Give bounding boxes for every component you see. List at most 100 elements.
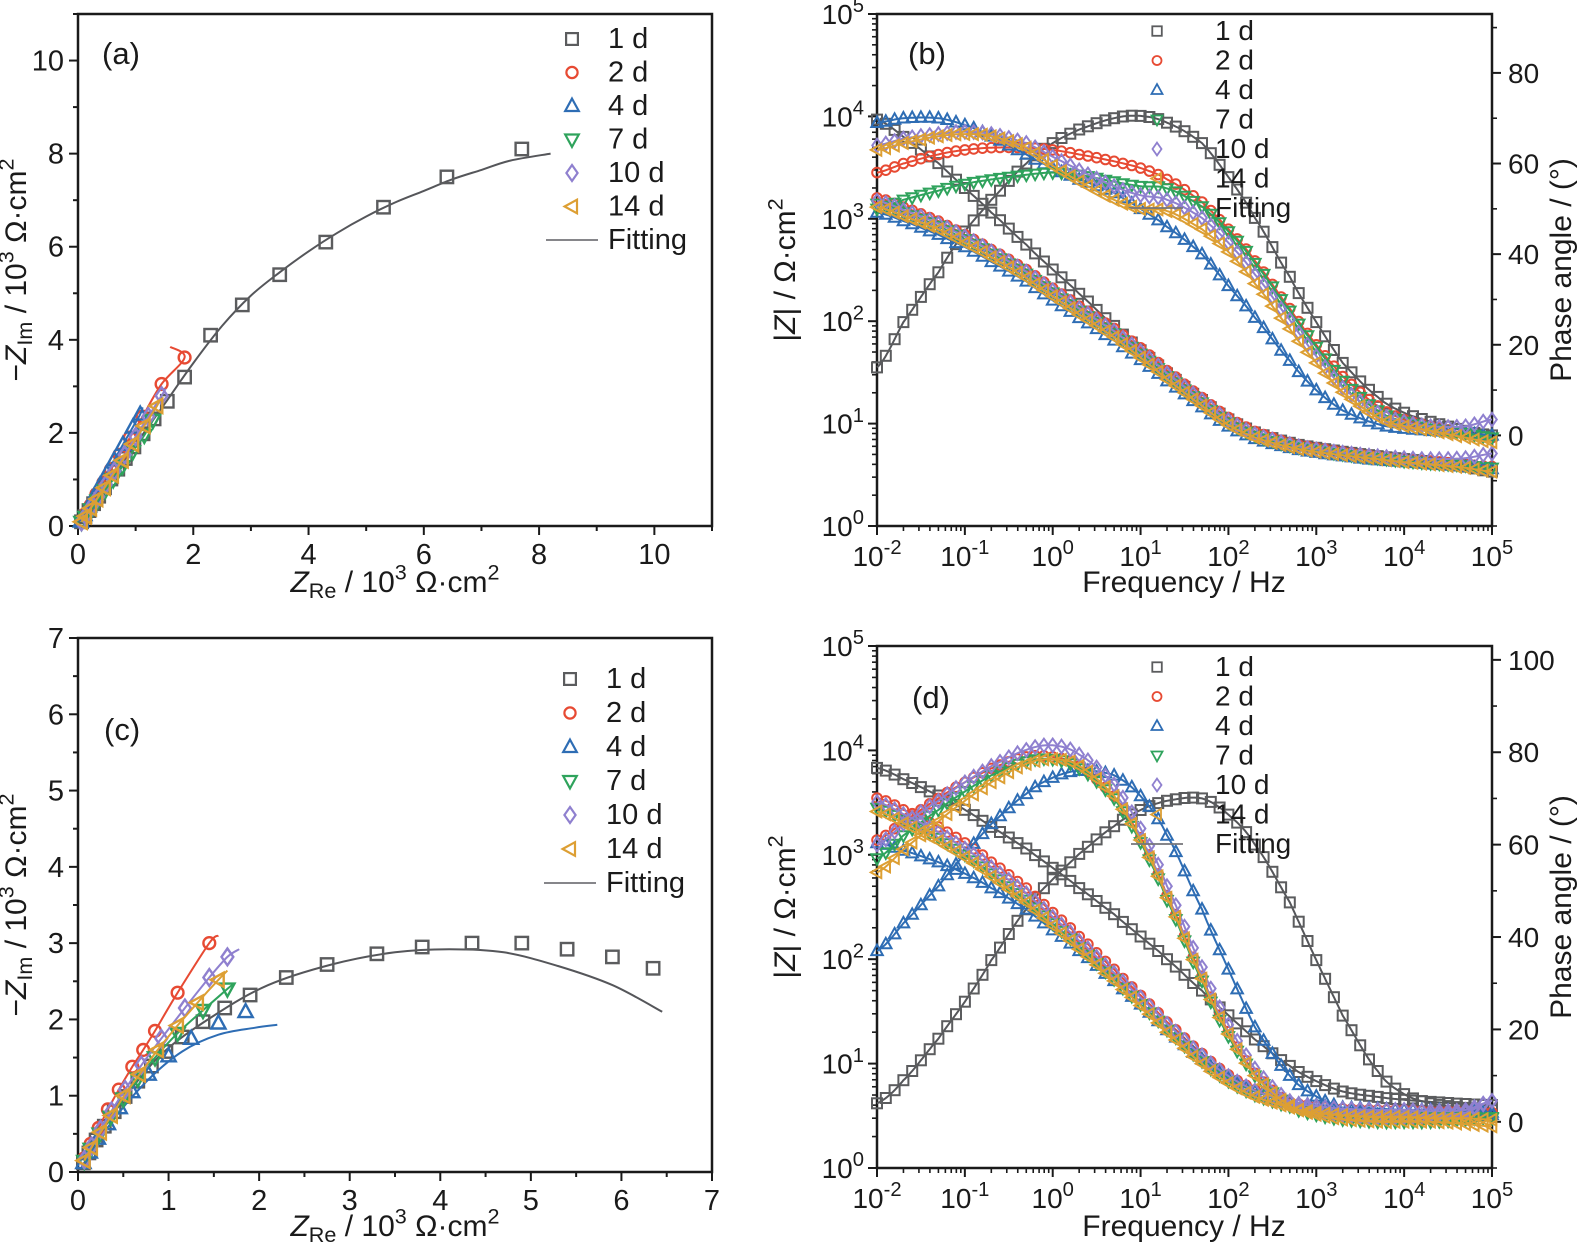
x-tick-label: 8 [531, 539, 547, 571]
legend-label: 10 d [608, 157, 664, 189]
y-tick-label: 6 [48, 232, 64, 264]
y-axis-title: −ZIm / 103 Ω·cm2 [0, 793, 37, 1016]
legend-label: 14 d [1215, 163, 1270, 194]
legend-label: 2 d [1215, 681, 1254, 712]
x-tick-label: 102 [1207, 537, 1249, 572]
y-tick-label: 3 [48, 928, 64, 960]
legend-label: 10 d [1215, 133, 1270, 164]
phase-tick-label: 20 [1508, 1014, 1539, 1045]
y-tick-label: 103 [822, 836, 864, 871]
y-tick-label: 2 [48, 418, 64, 450]
y-axis-title: |Z| / Ω·cm2 [765, 835, 802, 978]
x-tick-label: 4 [432, 1185, 448, 1217]
x-tick-label: 0 [70, 539, 86, 571]
y-tick-label: 7 [48, 623, 64, 655]
y-tick-label: 6 [48, 699, 64, 731]
y-tick-label: 0 [48, 511, 64, 543]
phase-axis-title: Phase angle / (°) [1545, 158, 1578, 382]
x-tick-label: 6 [416, 539, 432, 571]
phase-tick-label: 40 [1508, 922, 1539, 953]
y-tick-label: 101 [822, 405, 864, 440]
panel-tag: (c) [104, 712, 140, 747]
legend-label: 2 d [1215, 45, 1254, 76]
legend-label: 2 d [608, 57, 648, 89]
legend-label: 7 d [606, 765, 646, 797]
legend-label: 10 d [606, 799, 662, 831]
y-tick-label: 5 [48, 776, 64, 808]
x-tick-label: 4 [300, 539, 316, 571]
y-tick-label: 2 [48, 1004, 64, 1036]
legend-label: 10 d [1215, 769, 1270, 800]
y-tick-label: 103 [822, 200, 864, 235]
axes: 0 2 4 6 8 10 0 2 4 6 8 10 ZRe / 103 Ω·cm2 −ZIm / 103 … [0, 13, 713, 600]
x-tick-label: 0 [70, 1185, 86, 1217]
x-tick-label: 6 [613, 1185, 629, 1217]
legend-label: 4 d [1215, 74, 1254, 105]
legend-label: 7 d [1215, 104, 1254, 135]
y-tick-label: 4 [48, 325, 64, 357]
x-axis-title: Frequency / Hz [1082, 1210, 1285, 1243]
legend-label: 14 d [606, 833, 662, 865]
legend-label: 7 d [1215, 740, 1254, 771]
z-fit-line [876, 841, 1492, 1114]
axes: 10-2 10-1 100 101 102 103 104 105 100 101 102 103 10… [765, 0, 1578, 599]
legend-label: 2 d [606, 697, 646, 729]
phase-tick-label: 20 [1508, 330, 1539, 361]
y-tick-label: 1 [48, 1081, 64, 1113]
legend-label: Fitting [1215, 828, 1291, 859]
phase-tick-label: 100 [1508, 645, 1555, 676]
y-tick-label: 100 [822, 1149, 864, 1184]
panel-d-chart: 10-2 10-1 100 101 102 103 104 105 100 101 102 103 10… [765, 627, 1578, 1243]
y-tick-label: 102 [822, 940, 864, 975]
x-tick-label: 103 [1295, 537, 1337, 572]
legend-label: 1 d [608, 23, 648, 55]
series-10d-markers [871, 736, 1499, 1126]
x-tick-label: 105 [1471, 537, 1513, 572]
y-tick-label: 105 [822, 0, 864, 30]
x-tick-label: 10-2 [852, 1179, 901, 1214]
axes: 0 1 2 3 4 5 6 7 0 1 2 3 4 5 6 7 ZRe / 103 Ω·cm2 −ZIm / 10… [0, 623, 720, 1246]
legend-label: 4 d [606, 731, 646, 763]
fit-line [80, 152, 551, 524]
y-tick-label: 10 [32, 46, 64, 78]
series-1d-group [74, 141, 551, 530]
fit-line [80, 1023, 278, 1169]
x-tick-label: 10 [638, 539, 670, 571]
series-14d-markers [868, 751, 1498, 1134]
x-tick-label: 5 [523, 1185, 539, 1217]
plot-border [76, 12, 714, 528]
panel-tag: (a) [102, 36, 140, 71]
x-tick-label: 101 [1119, 1179, 1161, 1214]
legend-label: Fitting [608, 224, 687, 256]
series-7d-group [75, 982, 237, 1172]
series-14d-group [73, 969, 229, 1170]
y-tick-label: 4 [48, 852, 64, 884]
series-10d-markers [871, 123, 1499, 468]
series-14d-group [71, 396, 164, 531]
legend-label: 14 d [608, 191, 664, 223]
series-14d-markers [868, 126, 1498, 480]
phase-tick-label: 60 [1508, 149, 1539, 180]
legend-label: Fitting [1215, 192, 1291, 223]
legend-label: 4 d [1215, 710, 1254, 741]
x-axis-title: Frequency / Hz [1082, 566, 1285, 599]
panel-b-chart: 10-2 10-1 100 101 102 103 104 105 100 101 102 103 10… [765, 0, 1578, 599]
phase-fit-line [876, 769, 1493, 1119]
x-axis-title: ZRe / 103 Ω·cm2 [289, 559, 499, 600]
axes: 10-2 10-1 100 101 102 103 104 105 100 101 102 103 10… [765, 627, 1578, 1243]
x-axis-title: ZRe / 103 Ω·cm2 [289, 1203, 499, 1246]
plot-border [875, 644, 1494, 1170]
legend-label: 1 d [606, 663, 646, 695]
x-tick-label: 105 [1471, 1179, 1513, 1214]
plot-border [875, 12, 1494, 528]
legend-label: 7 d [608, 124, 648, 156]
x-tick-label: 104 [1383, 537, 1425, 572]
x-tick-label: 10-1 [940, 1179, 989, 1214]
legend-label: 1 d [1215, 15, 1254, 46]
y-tick-label: 104 [822, 98, 864, 133]
x-tick-label: 1 [161, 1185, 177, 1217]
